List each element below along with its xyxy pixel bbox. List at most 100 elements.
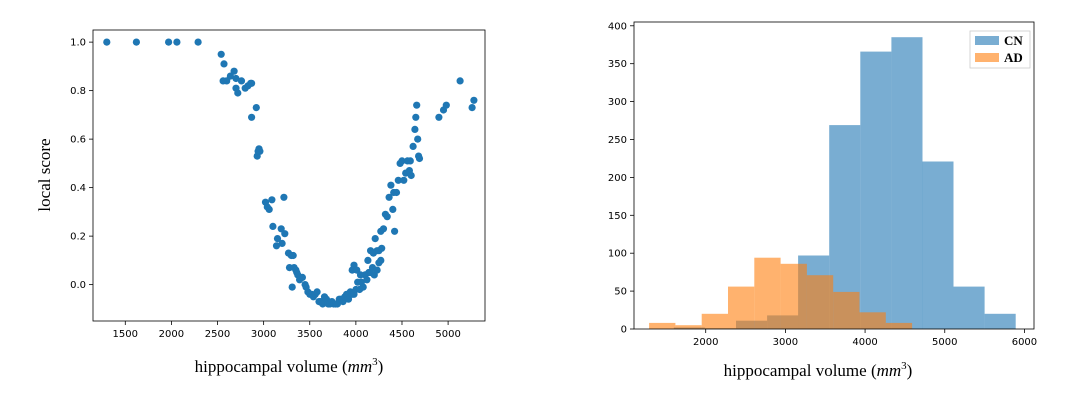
scatter-point (356, 271, 365, 279)
x-tick-label: 4500 (389, 329, 414, 340)
scatter-point (280, 193, 288, 201)
y-tick-label: 0.4 (70, 183, 86, 194)
scatter-point (470, 96, 478, 104)
scatter-point (392, 188, 401, 197)
scatter-point (377, 256, 385, 264)
scatter-point (398, 157, 406, 165)
y-tick-label: 300 (608, 97, 627, 108)
scatter-point (394, 176, 402, 184)
y-tick-label: 200 (608, 173, 627, 184)
x-tick-label: 2000 (159, 329, 184, 340)
scatter-point (288, 283, 296, 291)
y-tick-label: 250 (608, 135, 627, 146)
y-tick-label: 50 (614, 287, 627, 298)
x-tick-label: 6000 (1012, 337, 1037, 348)
scatter-point (278, 239, 286, 247)
scatter-point (359, 283, 367, 291)
scatter-point (248, 79, 256, 87)
scatter-point (407, 171, 415, 180)
histogram-plot: 2000 3000 4000 5000 6000 0 50 100 150 200 250 300 3… (608, 21, 1037, 380)
scatter-point (468, 104, 476, 112)
y-tick-label: 100 (608, 249, 627, 260)
scatter-point (281, 230, 289, 238)
scatter-point (456, 77, 464, 85)
histogram-bar-ad (780, 263, 807, 329)
legend-swatch-cn (975, 36, 999, 45)
y-tick-label: 0.0 (70, 280, 86, 291)
scatter-point (220, 60, 228, 68)
scatter-point (385, 193, 393, 201)
scatter-point (391, 227, 399, 235)
scatter-point (406, 157, 414, 165)
scatter-point (344, 295, 353, 303)
scatter-point (412, 113, 420, 121)
scatter-point (265, 205, 273, 213)
scatter-point (379, 225, 388, 233)
histogram-bar-ad (885, 322, 913, 329)
scatter-point (252, 104, 260, 112)
x-tick-label: 3500 (297, 329, 322, 340)
y-tick-label: 1.0 (70, 38, 86, 49)
x-tick-label: 5000 (932, 337, 957, 348)
scatter-point (413, 101, 421, 109)
scatter-point (389, 205, 397, 213)
scatter-point (232, 84, 240, 92)
scatter-point (400, 176, 408, 184)
scatter-point (415, 154, 424, 163)
histogram-bar-ad (649, 322, 676, 329)
y-tick-label: 0 (621, 325, 627, 336)
x-tick-label: 2000 (693, 337, 718, 348)
histogram-bar-cn (922, 161, 954, 329)
scatter-point (289, 251, 297, 260)
scatter-point (219, 77, 227, 85)
scatter-point (272, 242, 281, 250)
scatter-point (269, 222, 277, 230)
scatter-point (237, 77, 246, 85)
scatter-point (313, 288, 321, 296)
histogram-bar-ad (859, 312, 886, 329)
histogram-bar-cn (984, 313, 1016, 329)
histogram-bar-ad (701, 313, 728, 329)
scatter-point (411, 125, 419, 133)
scatter-point (103, 38, 111, 46)
scatter-point (273, 235, 282, 243)
scatter-point (409, 142, 417, 150)
y-tick-label: 0.8 (70, 86, 86, 97)
scatter-point (165, 38, 173, 46)
scatter-plot-frame (92, 29, 486, 322)
scatter-point (298, 273, 306, 281)
x-tick-label: 1500 (113, 329, 138, 340)
scatter-point (217, 50, 225, 58)
y-tick-label: 0.6 (70, 135, 86, 146)
scatter-point (378, 244, 386, 252)
scatter-point (364, 256, 372, 264)
histogram-bar-cn (860, 51, 892, 329)
scatter-point (194, 38, 202, 46)
histogram-bar-ad (728, 286, 755, 329)
scatter-point (132, 38, 140, 46)
scatter-x-ticks: 1500 2000 2500 3000 3500 4000 4500 5000 (113, 321, 461, 340)
y-tick-label: 350 (608, 59, 627, 70)
histogram-bar-cn (953, 286, 985, 329)
x-tick-label: 4000 (852, 337, 877, 348)
histogram-bar-ad (806, 275, 834, 329)
histogram-bars (649, 37, 1016, 329)
x-tick-label: 4000 (343, 329, 368, 340)
scatter-point (230, 67, 238, 75)
legend-swatch-ad (975, 53, 999, 62)
scatter-point (173, 38, 181, 46)
y-tick-label: 150 (608, 211, 627, 222)
histogram-frame (633, 21, 1035, 330)
y-tick-label: 400 (608, 21, 627, 32)
x-tick-label: 5000 (435, 329, 460, 340)
scatter-point (232, 74, 240, 83)
histogram-bar-cn (891, 37, 923, 329)
scatter-point (373, 266, 381, 274)
histogram-bar-ad (754, 257, 781, 329)
histogram-bar-ad (833, 291, 860, 329)
scatter-x-axis-title: hippocampal volume (mm3) (195, 356, 384, 376)
x-tick-label: 3000 (773, 337, 798, 348)
x-tick-label: 2500 (205, 329, 230, 340)
scatter-point (254, 147, 262, 155)
